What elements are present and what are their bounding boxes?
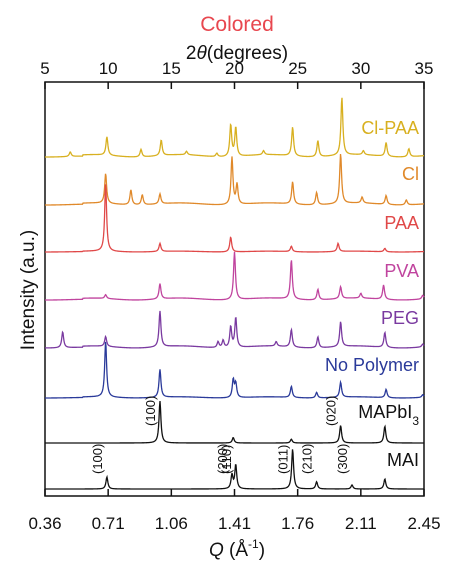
series-label: No Polymer (325, 355, 419, 375)
reflection-label: (011) (276, 445, 291, 474)
series-group (45, 97, 425, 490)
bottom-tick-label: 0.71 (92, 514, 125, 533)
top-axis-title: 2θ(degrees) (186, 43, 288, 64)
top-tick-label: 35 (415, 59, 434, 78)
top-tick-label: 30 (351, 59, 370, 78)
series-label: PEG (381, 308, 419, 328)
chart-title: Colored (200, 13, 274, 36)
series-label: Cl-PAA (361, 118, 419, 138)
series-label: MAPbI3 (358, 402, 419, 428)
series-label: PAA (384, 213, 419, 233)
series-label: Cl (402, 164, 419, 184)
series-label: MAI (387, 450, 419, 470)
series-label: PVA (384, 261, 419, 281)
bottom-tick-label: 2.45 (407, 514, 440, 533)
top-tick-label: 20 (225, 59, 244, 78)
series-line (45, 251, 425, 301)
bottom-tick-label: 0.36 (28, 514, 61, 533)
bottom-tick-label: 1.06 (155, 514, 188, 533)
series-labels: Cl-PAA Cl PAA PVA PEG No Polymer MAPbI3 MAI (100… (90, 118, 419, 474)
reflection-label: (200) (215, 444, 230, 474)
bottom-tick-label: 2.11 (345, 514, 377, 533)
y-axis-title: Intensity (a.u.) (18, 230, 39, 350)
bottom-axis: 0.36 0.71 1.06 1.41 1.76 2.11 2.45 (28, 489, 441, 533)
reflection-label: (300) (335, 444, 350, 474)
series-line (45, 449, 425, 490)
top-axis: 5 10 15 20 25 30 35 (40, 59, 433, 89)
series-line (45, 97, 425, 158)
bottom-axis-title: Q (Å-1) (209, 537, 265, 561)
top-tick-label: 25 (288, 59, 307, 78)
series-line (45, 341, 425, 399)
bottom-tick-label: 1.76 (281, 514, 314, 533)
top-tick-label: 5 (40, 59, 49, 78)
reflection-label: (100) (90, 444, 105, 474)
top-tick-label: 10 (99, 59, 118, 78)
series-line (45, 184, 425, 253)
reflection-label: (210) (300, 444, 315, 474)
top-tick-label: 15 (162, 59, 181, 78)
bottom-tick-label: 1.41 (218, 514, 251, 533)
reflection-label: (110) (219, 445, 234, 474)
series-line (45, 153, 425, 206)
series-line (45, 400, 424, 444)
reflection-label: (100) (143, 396, 158, 426)
series-line (45, 310, 425, 349)
reflection-label: (020) (324, 396, 339, 426)
